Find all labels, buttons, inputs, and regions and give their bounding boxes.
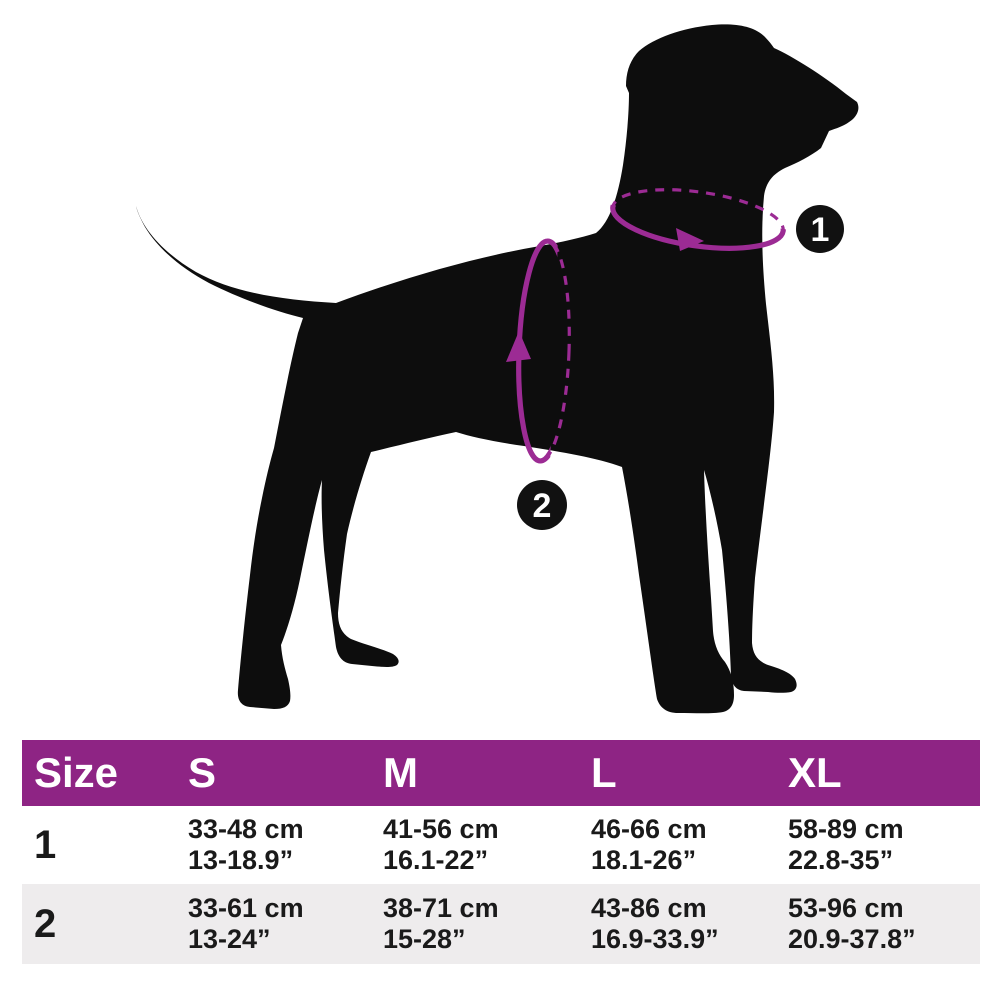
value-inch: 16.9-33.9” [591, 924, 719, 954]
value-inch: 22.8-35” [788, 845, 894, 875]
neck-measure-arrow [676, 228, 704, 251]
cell-xl-measure-2: 53-96 cm 20.9-37.8” [788, 893, 980, 955]
cell-xl-measure-1: 58-89 cm 22.8-35” [788, 814, 980, 876]
value-cm: 41-56 cm [383, 814, 499, 844]
cell-l-measure-1: 46-66 cm 18.1-26” [591, 814, 788, 876]
value-inch: 16.1-22” [383, 845, 489, 875]
value-cm: 53-96 cm [788, 893, 904, 923]
cell-m-measure-1: 41-56 cm 16.1-22” [383, 814, 591, 876]
value-cm: 38-71 cm [383, 893, 499, 923]
row-label: 2 [34, 901, 57, 946]
chest-measure-arrow [506, 331, 531, 362]
marker-1-circle [796, 205, 844, 253]
marker-1-badge: 1 [796, 205, 844, 253]
marker-2-number: 2 [533, 487, 552, 525]
row-label: 1 [34, 822, 57, 867]
value-cm: 58-89 cm [788, 814, 904, 844]
value-inch: 15-28” [383, 924, 466, 954]
size-table-header: Size S M L XL [22, 740, 980, 806]
column-header-size: Size [34, 749, 119, 796]
marker-2-circle [517, 480, 567, 530]
value-inch: 20.9-37.8” [788, 924, 916, 954]
value-cm: 33-61 cm [188, 893, 304, 923]
cell-s-measure-2: 33-61 cm 13-24” [188, 893, 383, 955]
table-row-measure-1: 1 33-48 cm 13-18.9” 41-56 cm 16.1-22” 46… [22, 806, 980, 884]
marker-2-badge: 2 [517, 480, 567, 530]
column-header-m: M [383, 749, 418, 796]
value-cm: 46-66 cm [591, 814, 707, 844]
marker-1-number: 1 [811, 211, 830, 249]
value-inch: 13-18.9” [188, 845, 294, 875]
dog-silhouette [136, 24, 859, 714]
dog-measurement-diagram: 1 2 [136, 24, 859, 714]
column-header-xl: XL [788, 749, 842, 796]
value-inch: 18.1-26” [591, 845, 697, 875]
column-header-l: L [591, 749, 617, 796]
value-cm: 43-86 cm [591, 893, 707, 923]
table-row-measure-2: 2 33-61 cm 13-24” 38-71 cm 15-28” 43-86 … [22, 884, 980, 964]
cell-s-measure-1: 33-48 cm 13-18.9” [188, 814, 383, 876]
value-cm: 33-48 cm [188, 814, 304, 844]
value-inch: 13-24” [188, 924, 271, 954]
column-header-s: S [188, 749, 217, 796]
cell-l-measure-2: 43-86 cm 16.9-33.9” [591, 893, 788, 955]
neck-measure-ellipse [610, 188, 786, 251]
cell-m-measure-2: 38-71 cm 15-28” [383, 893, 591, 955]
size-table: Size S M L XL 1 33-48 cm 13-18.9” 41-56 … [22, 740, 980, 964]
